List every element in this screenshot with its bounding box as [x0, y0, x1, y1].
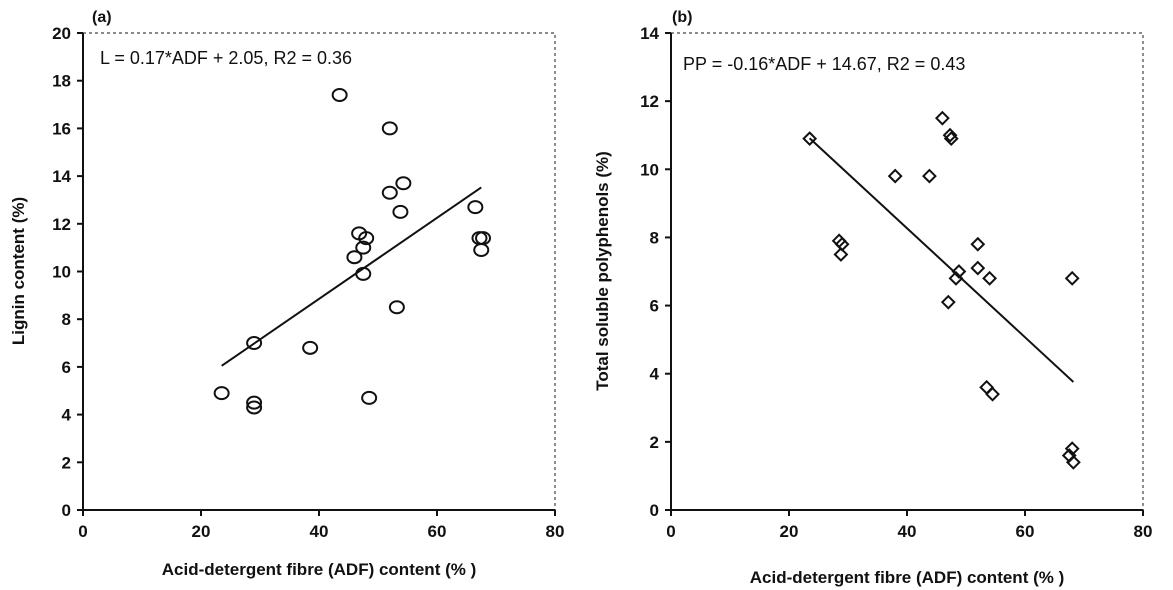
y-axis-title-b: Total soluble polyphenols (%): [593, 151, 612, 391]
data-point-circle: [246, 336, 263, 351]
data-point-circle: [395, 176, 412, 191]
y-tick-label-a: 18: [52, 72, 71, 91]
ticks-a: 0 20 40 60 80 0 2 4 6 8 10 12 14 16 18 20: [52, 24, 564, 541]
y-tick-label-a: 14: [52, 167, 71, 186]
data-point-diamond: [1064, 441, 1080, 457]
data-point-circle: [473, 243, 490, 258]
panel-a: (a) L = 0.17*ADF + 2.05, R2 = 0.36 Acid-…: [9, 9, 564, 579]
x-tick-label-a: 60: [428, 522, 447, 541]
panel-label-b: (b): [672, 9, 692, 26]
y-tick-label-a: 10: [52, 263, 71, 282]
x-axis-title-a: Acid-detergent fibre (ADF) content (% ): [162, 560, 477, 579]
data-point-circle: [213, 386, 230, 401]
y-tick-label-a: 12: [52, 215, 71, 234]
regression-line-b: [808, 137, 1075, 383]
x-tick-label-b: 0: [666, 522, 675, 541]
y-tick-label-b: 10: [640, 160, 659, 179]
data-point-circle: [392, 204, 409, 219]
ticks-b: 0 20 40 60 80 0 2 4 6 8 10 12 14: [640, 24, 1152, 541]
data-point-diamond: [940, 294, 956, 310]
panel-label-a: (a): [92, 9, 112, 26]
y-tick-label-b: 0: [650, 501, 659, 520]
x-tick-label-a: 80: [546, 522, 565, 541]
data-point-diamond: [934, 110, 950, 126]
data-point-diamond: [887, 168, 903, 184]
y-tick-label-b: 14: [640, 24, 659, 43]
y-tick-label-a: 20: [52, 24, 71, 43]
regression-line-a: [221, 186, 482, 367]
data-point-circle: [358, 231, 375, 246]
data-point-diamond: [970, 236, 986, 252]
data-point-circle: [246, 400, 263, 415]
markers-a: [213, 88, 492, 415]
y-tick-label-b: 2: [650, 433, 659, 452]
data-point-circle: [355, 240, 372, 255]
data-point-circle: [302, 340, 319, 355]
data-point-circle: [361, 390, 378, 405]
x-tick-label-a: 20: [192, 522, 211, 541]
data-point-circle: [346, 250, 363, 265]
y-tick-label-a: 6: [62, 358, 71, 377]
data-point-circle: [388, 300, 405, 315]
y-tick-label-a: 8: [62, 310, 71, 329]
x-tick-label-b: 20: [780, 522, 799, 541]
data-point-diamond: [970, 260, 986, 276]
data-point-diamond: [985, 386, 1000, 402]
y-tick-label-a: 0: [62, 501, 71, 520]
data-point-circle: [355, 266, 372, 281]
regression-equation-a: L = 0.17*ADF + 2.05, R2 = 0.36: [100, 48, 352, 68]
data-point-circle: [381, 121, 398, 136]
data-point-circle: [381, 185, 398, 200]
y-tick-label-a: 2: [62, 453, 71, 472]
data-point-diamond: [982, 270, 998, 286]
y-tick-label-b: 4: [650, 365, 660, 384]
data-point-circle: [331, 88, 348, 103]
data-point-diamond: [833, 247, 849, 262]
data-point-circle: [467, 200, 484, 215]
data-point-diamond: [922, 168, 937, 184]
panel-b: (b) PP = -0.16*ADF + 14.67, R2 = 0.43 Ac…: [593, 9, 1152, 587]
x-tick-label-a: 0: [78, 522, 87, 541]
x-axis-title-b: Acid-detergent fibre (ADF) content (% ): [750, 568, 1065, 587]
y-tick-label-b: 8: [650, 228, 659, 247]
data-point-diamond: [802, 131, 818, 147]
y-tick-label-a: 4: [62, 406, 72, 425]
y-tick-label-a: 16: [52, 119, 71, 138]
data-point-diamond: [951, 264, 967, 279]
y-axis-title-a: Lignin content (%): [9, 197, 28, 345]
data-point-circle: [246, 395, 263, 410]
x-tick-label-b: 60: [1016, 522, 1035, 541]
x-tick-label-a: 40: [310, 522, 329, 541]
x-tick-label-b: 40: [898, 522, 917, 541]
data-point-diamond: [979, 379, 995, 395]
y-tick-label-b: 12: [640, 92, 659, 111]
plot-area-frame-a: [82, 32, 556, 511]
data-point-diamond: [942, 127, 958, 143]
data-point-diamond: [943, 131, 959, 147]
data-point-diamond: [1065, 454, 1081, 470]
x-tick-label-b: 80: [1134, 522, 1153, 541]
regression-equation-b: PP = -0.16*ADF + 14.67, R2 = 0.43: [683, 54, 965, 74]
data-point-diamond: [1064, 270, 1080, 286]
markers-b: [802, 110, 1081, 470]
y-tick-label-b: 6: [650, 297, 659, 316]
